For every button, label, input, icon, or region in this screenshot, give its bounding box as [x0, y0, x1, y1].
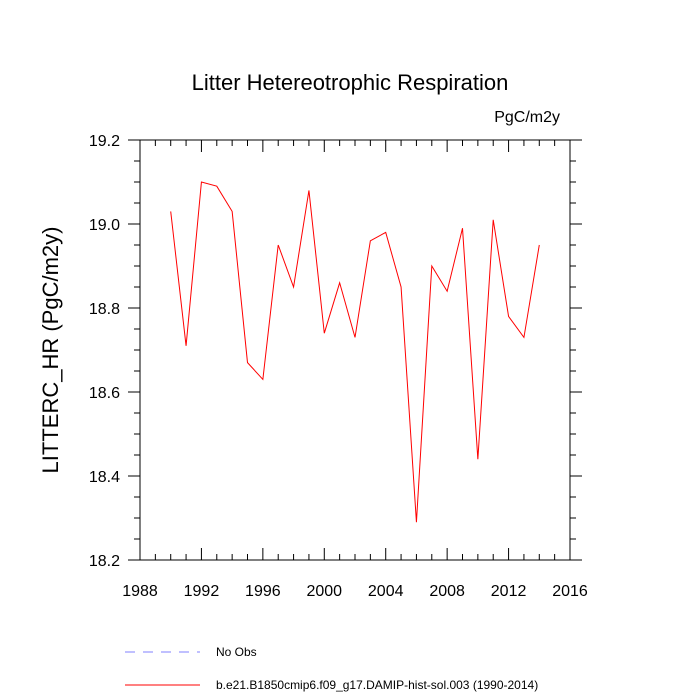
- y-axis-label: LITTERC_HR (PgC/m2y): [38, 227, 63, 474]
- x-tick-label: 2000: [306, 583, 342, 600]
- x-tick-label: 1992: [184, 583, 220, 600]
- x-tick-label: 2004: [368, 583, 404, 600]
- y-tick-label: 18.2: [89, 553, 120, 570]
- x-tick-label: 2008: [429, 583, 465, 600]
- series-layer: [170, 181, 540, 523]
- x-tick-label: 2016: [552, 583, 588, 600]
- y-tick-label: 18.6: [89, 385, 120, 402]
- y-tick-label: 18.4: [89, 469, 120, 486]
- axis-ticks: [128, 139, 582, 561]
- x-tick-label: 1988: [122, 583, 158, 600]
- legend-label-no-obs: No Obs: [216, 645, 257, 659]
- legend: No Obs b.e21.B1850cmip6.f09_g17.DAMIP-hi…: [125, 645, 538, 692]
- units-label: PgC/m2y: [494, 109, 560, 126]
- y-tick-label: 19.0: [89, 217, 120, 234]
- x-tick-label: 2012: [491, 583, 527, 600]
- series-line-0: [170, 181, 540, 523]
- chart-title: Litter Hetereotrophic Respiration: [192, 70, 509, 95]
- y-tick-label: 18.8: [89, 301, 120, 318]
- axis-tick-labels: 1988 1992 1996 2000 2004 2008 2012 2016 18.2 18.4…: [89, 133, 588, 600]
- legend-label-model-run: b.e21.B1850cmip6.f09_g17.DAMIP-hist-sol.…: [216, 678, 538, 692]
- x-tick-label: 1996: [245, 583, 281, 600]
- y-tick-label: 19.2: [89, 133, 120, 150]
- plot-frame: [139, 139, 571, 561]
